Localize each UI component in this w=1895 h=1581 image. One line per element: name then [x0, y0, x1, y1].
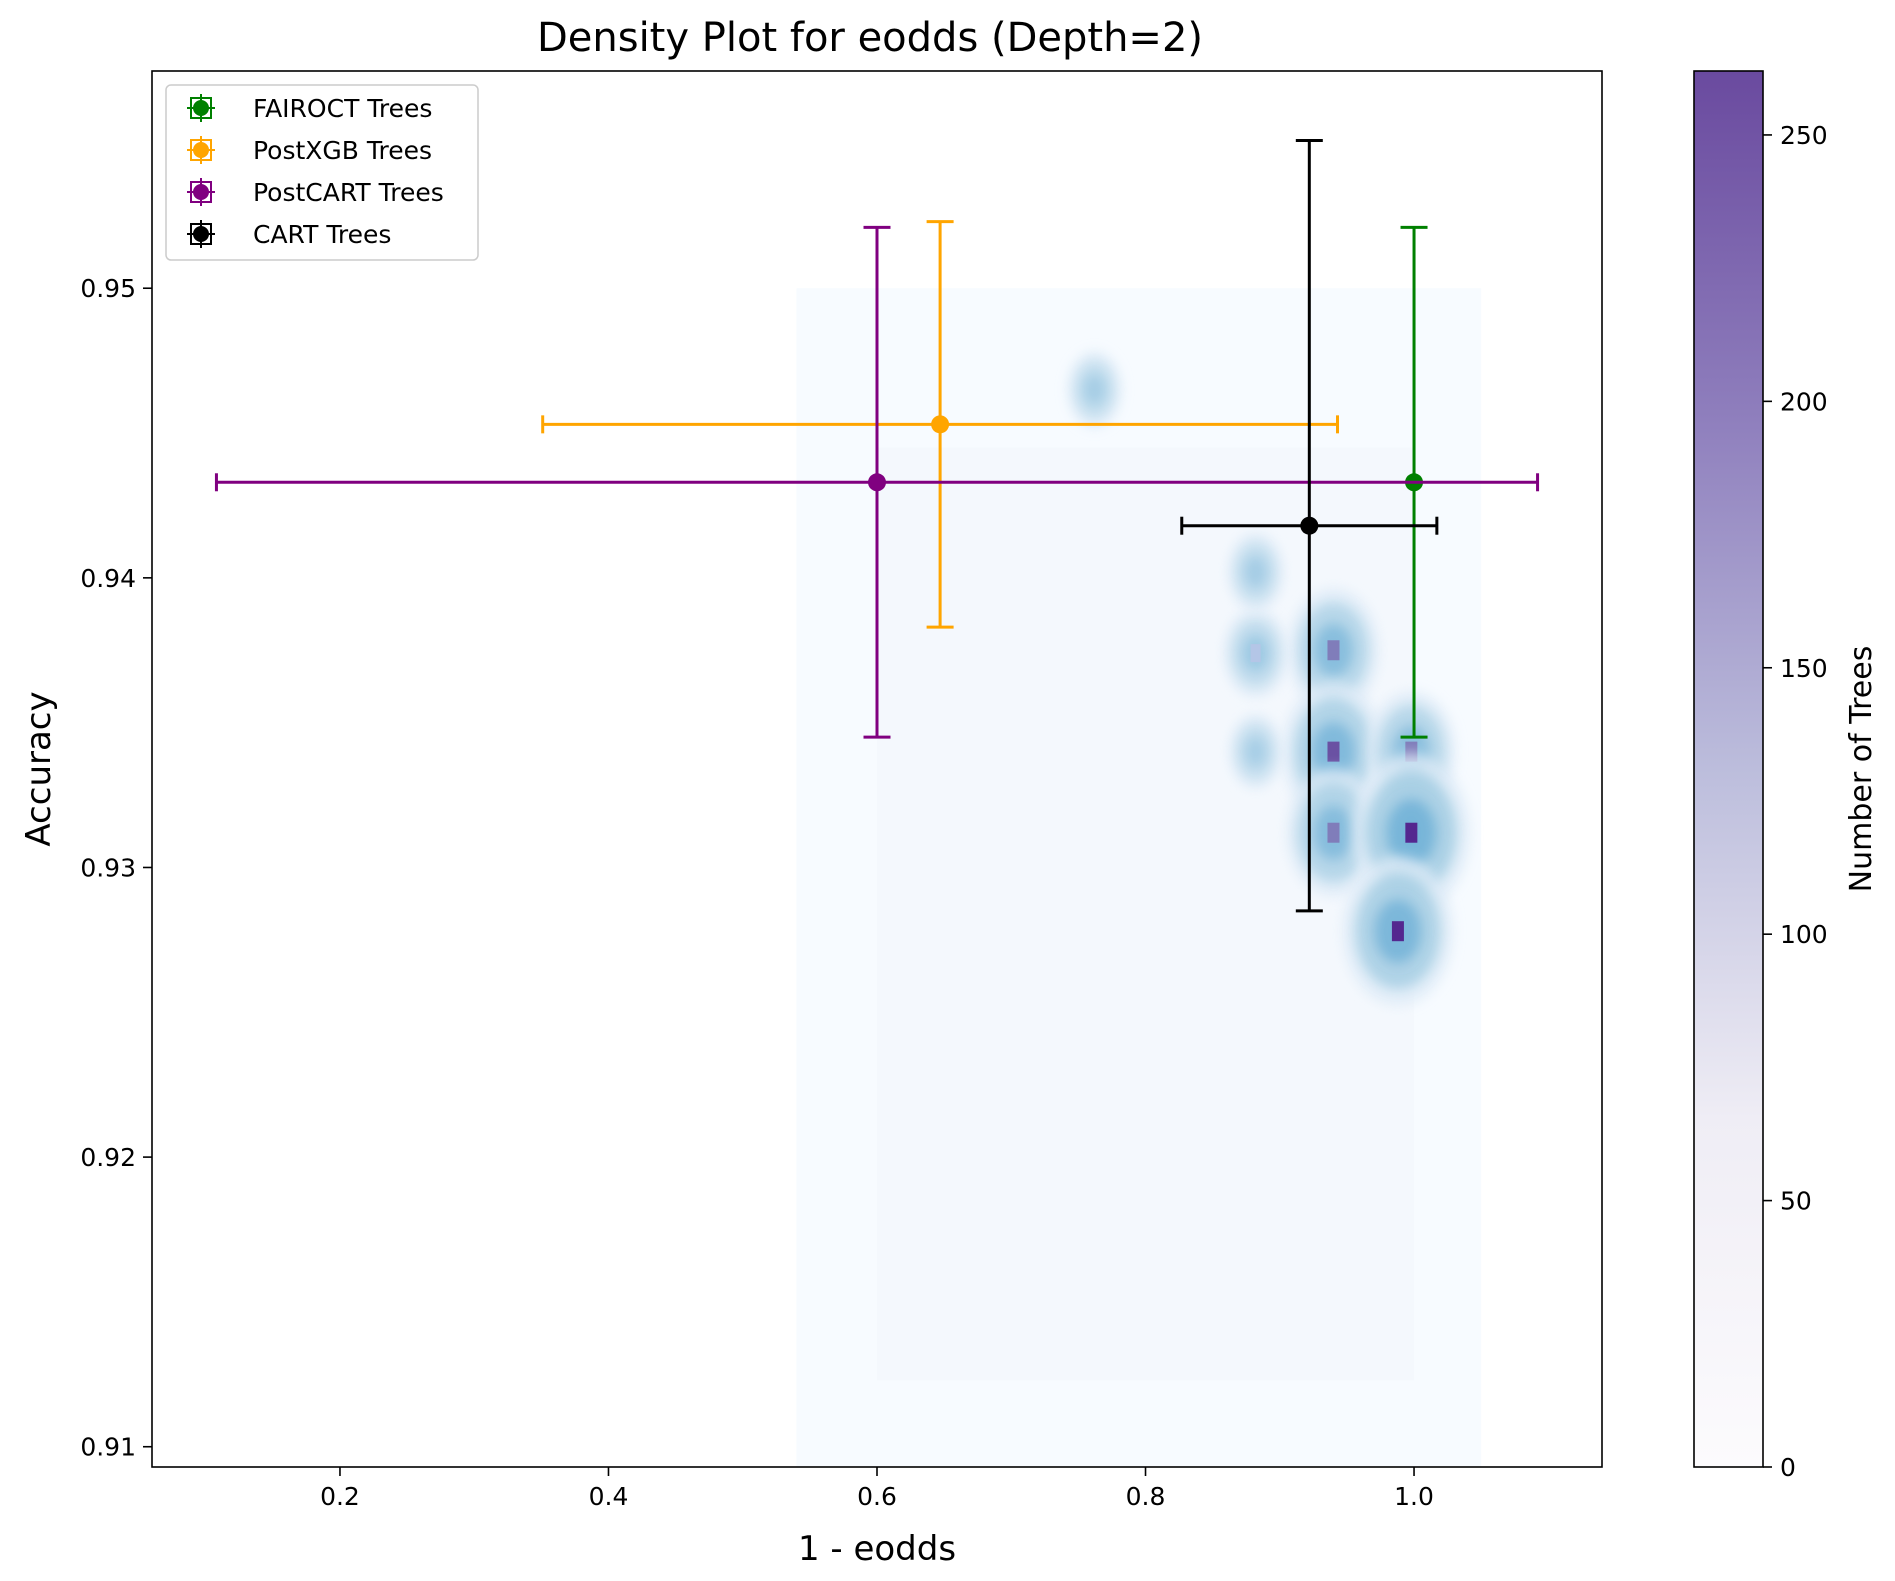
- legend-item: FAIROCT Trees: [187, 94, 432, 123]
- legend-label: CART Trees: [253, 220, 391, 249]
- density-core: [1244, 735, 1267, 768]
- legend-label: PostCART Trees: [253, 178, 444, 207]
- chart-title: Density Plot for eodds (Depth=2): [537, 15, 1203, 61]
- errorbar-series: [541, 220, 1340, 629]
- y-tick-label: 0.93: [80, 853, 136, 882]
- x-axis-label: 1 - eodds: [798, 1529, 956, 1569]
- legend-item: PostXGB Trees: [187, 136, 432, 165]
- colorbar-tick-label: 50: [1780, 1187, 1812, 1216]
- y-tick-label: 0.95: [80, 274, 136, 303]
- legend-label: FAIROCT Trees: [253, 94, 432, 123]
- density-peak-cell: [1391, 921, 1404, 942]
- density-peak-cell: [1327, 640, 1340, 661]
- density-core: [1243, 555, 1268, 589]
- legend-label: PostXGB Trees: [253, 136, 432, 165]
- data-point: [868, 473, 886, 492]
- colorbar-tick-label: 150: [1780, 654, 1828, 683]
- errorbar-series: [1180, 139, 1439, 913]
- colorbar-tick-label: 0: [1780, 1453, 1796, 1482]
- legend-item: PostCART Trees: [187, 178, 444, 207]
- legend: FAIROCT Trees PostXGB Trees PostCART Trees…: [165, 84, 479, 261]
- colorbar-tick-label: 100: [1780, 920, 1828, 949]
- colorbar-label: Number of Trees: [1844, 646, 1879, 893]
- density-core: [1083, 373, 1106, 406]
- y-axis-label: Accuracy: [19, 691, 59, 846]
- y-axis: 0.91 0.92 0.93 0.94 0.95: [80, 274, 152, 1462]
- y-tick-label: 0.94: [80, 564, 136, 593]
- legend-marker-dot: [193, 226, 209, 242]
- legend-frame: [165, 84, 479, 261]
- errorbar-series: [214, 225, 1540, 739]
- x-tick-label: 1.0: [1394, 1482, 1434, 1511]
- legend-marker-dot: [193, 184, 209, 200]
- data-point: [1300, 516, 1319, 535]
- x-tick-label: 0.8: [1126, 1482, 1166, 1511]
- x-tick-label: 0.6: [857, 1482, 897, 1511]
- density-peak-cell: [1327, 741, 1340, 762]
- colorbar: [1693, 70, 1764, 1468]
- density-peak-cell: [1327, 822, 1340, 843]
- density-region: [877, 447, 1415, 1381]
- density-layer: [796, 288, 1482, 1467]
- y-tick-label: 0.91: [80, 1433, 136, 1462]
- colorbar-axis: 0 50 100 150 200 250: [1763, 121, 1828, 1482]
- data-point: [931, 415, 950, 434]
- colorbar-tick-label: 200: [1780, 387, 1828, 416]
- density-peak-cell: [1250, 644, 1261, 663]
- density-peak-cell: [1405, 822, 1418, 843]
- legend-item: CART Trees: [187, 220, 391, 249]
- colorbar-tick-label: 250: [1780, 121, 1828, 150]
- errorbar-layer: [214, 139, 1540, 913]
- x-tick-label: 0.4: [589, 1482, 629, 1511]
- x-axis: 0.2 0.4 0.6 0.8 1.0: [320, 1467, 1434, 1511]
- y-tick-label: 0.92: [80, 1143, 136, 1172]
- legend-marker-dot: [193, 142, 209, 158]
- x-tick-label: 0.2: [320, 1482, 360, 1511]
- legend-marker-dot: [193, 100, 209, 116]
